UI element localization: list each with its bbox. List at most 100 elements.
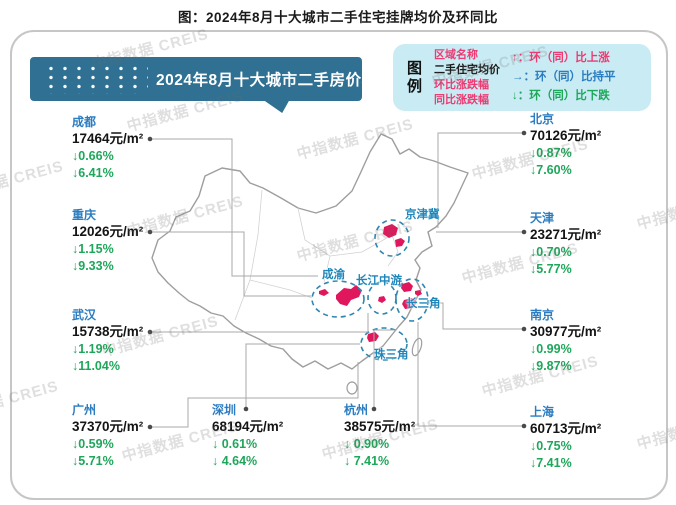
city-yoy: ↓ 4.64% <box>212 454 258 468</box>
city-name: 成都 <box>72 115 97 129</box>
legend-fields: 区域名称 二手住宅均价 环比涨跌幅 同比涨跌幅 <box>434 48 500 108</box>
legend-box: 图例 区域名称 二手住宅均价 环比涨跌幅 同比涨跌幅 ↑：环（同）比上涨 →：环… <box>393 44 651 111</box>
connector-hangzhou <box>373 329 396 409</box>
legend-field-yoy: 同比涨跌幅 <box>434 93 489 106</box>
city-name: 北京 <box>530 112 555 126</box>
connector-dots <box>147 130 527 430</box>
city-yoy: ↓7.60% <box>530 163 572 177</box>
legend-field-region-name: 区域名称 <box>434 48 478 61</box>
city-price: 60713元/m² <box>530 421 602 436</box>
city-block-chongqing: 重庆 12026元/m² ↓1.15% ↓9.33% <box>72 208 143 275</box>
city-name: 广州 <box>72 403 97 417</box>
city-yoy: ↓5.71% <box>72 454 114 468</box>
city-yoy: ↓ 7.41% <box>344 454 390 468</box>
city-yoy: ↓6.41% <box>72 166 114 180</box>
city-price: 70126元/m² <box>530 128 602 143</box>
city-price: 30977元/m² <box>530 324 602 339</box>
region-shape-jingjinji-2 <box>395 238 405 247</box>
city-price: 38575元/m² <box>344 419 416 434</box>
region-shape-changjiang <box>378 296 386 303</box>
figure-title: 图：2024年8月十大城市二手住宅挂牌均价及环同比 <box>177 10 499 25</box>
region-circles <box>311 219 429 361</box>
connector-lines <box>150 132 524 428</box>
region-circle-changjiang <box>367 281 397 315</box>
city-block-beijing: 北京 70126元/m² ↓0.87% ↓7.60% <box>530 112 601 179</box>
region-label-zhusanjiao: 珠三角 <box>374 349 409 361</box>
city-block-hangzhou: 杭州 38575元/m² ↓ 0.90% ↓ 7.41% <box>344 403 415 470</box>
city-price: 23271元/m² <box>530 227 602 242</box>
city-block-guangzhou: 广州 37370元/m² ↓0.59% ↓5.71% <box>72 403 143 470</box>
city-mom: ↓0.66% <box>72 149 114 163</box>
city-yoy: ↓9.87% <box>530 359 572 373</box>
city-block-wuhan: 武汉 15738元/m² ↓1.19% ↓11.04% <box>72 308 143 375</box>
city-mom: ↓ 0.61% <box>212 437 258 451</box>
city-name: 重庆 <box>72 208 97 222</box>
china-outline <box>151 133 469 370</box>
region-circle-jingjinji <box>374 219 410 257</box>
region-shape-changsanjiao-2 <box>402 298 417 309</box>
legend-rule-flat: →：环（同）比持平 <box>512 71 616 83</box>
city-block-nanjing: 南京 30977元/m² ↓0.99% ↓9.87% <box>530 308 601 375</box>
taiwan-island <box>411 337 423 357</box>
map-header-banner: 2024年8月十大城市二手房价格地图 <box>30 57 409 101</box>
hainan-island <box>346 381 358 395</box>
region-label-chengyu: 成渝 <box>322 269 345 281</box>
city-price: 37370元/m² <box>72 419 144 434</box>
connector-wuhan <box>150 313 369 333</box>
region-shape-zhusanjiao <box>367 332 379 342</box>
connector-guangzhou <box>150 362 359 428</box>
region-shape-chengyu-small <box>319 289 329 296</box>
region-shape-changsanjiao-1 <box>401 282 413 292</box>
city-name: 天津 <box>530 211 555 225</box>
city-block-chengdu: 成都 17464元/m² ↓0.66% ↓6.41% <box>72 115 143 182</box>
legend-field-avg-price: 二手住宅均价 <box>434 63 500 76</box>
city-mom: ↓ 0.90% <box>344 437 390 451</box>
city-yoy: ↓7.41% <box>530 456 572 470</box>
city-mom: ↓1.15% <box>72 242 114 256</box>
city-block-shanghai: 上海 60713元/m² ↓0.75% ↓7.41% <box>530 405 601 472</box>
city-mom: ↓0.75% <box>530 439 572 453</box>
city-yoy: ↓5.77% <box>530 262 572 276</box>
connector-shenzhen <box>245 343 360 409</box>
connector-chengdu <box>150 138 318 277</box>
city-yoy: ↓9.33% <box>72 259 114 273</box>
city-mom: ↓0.70% <box>530 245 572 259</box>
city-name: 深圳 <box>212 403 237 417</box>
legend-rules: ↑：环（同）比上涨 →：环（同）比持平 ↓：环（同）比下跌 <box>512 49 616 106</box>
legend-field-mom: 环比涨跌幅 <box>434 78 489 91</box>
legend-rule-up: ↑：环（同）比上涨 <box>512 52 610 64</box>
connector-shanghai <box>417 322 524 427</box>
city-block-shenzhen: 深圳 68194元/m² ↓ 0.61% ↓ 4.64% <box>212 403 283 470</box>
city-price: 68194元/m² <box>212 419 284 434</box>
city-mom: ↓1.19% <box>72 342 114 356</box>
region-label-changsanjiao: 长三角 <box>406 298 441 310</box>
city-name: 上海 <box>530 405 555 419</box>
city-price: 17464元/m² <box>72 131 144 146</box>
city-mom: ↓0.87% <box>530 146 572 160</box>
region-label-jingjinji: 京津冀 <box>405 209 440 221</box>
city-mom: ↓0.59% <box>72 437 114 451</box>
city-yoy: ↓11.04% <box>72 359 120 373</box>
city-name: 南京 <box>530 308 555 322</box>
region-shapes <box>319 224 422 342</box>
region-circle-zhusanjiao <box>360 327 408 361</box>
legend-rule-down: ↓：环（同）比下跌 <box>512 90 610 102</box>
connector-chongqing <box>150 231 311 297</box>
connector-beijing <box>437 132 524 228</box>
region-circle-chengyu <box>311 280 365 318</box>
city-name: 杭州 <box>344 403 369 417</box>
region-shape-jingjinji <box>383 224 398 238</box>
connector-nanjing <box>429 302 524 330</box>
map-header-title: 2024年8月十大城市二手房价格地图 <box>156 72 410 89</box>
dot-grid-decoration <box>44 64 148 94</box>
province-borders <box>234 189 399 321</box>
legend-title: 图例 <box>407 60 423 95</box>
city-name: 武汉 <box>72 308 97 322</box>
region-circle-changsanjiao <box>395 278 429 322</box>
region-label-changjiang: 长江中游 <box>356 275 402 287</box>
city-block-tianjin: 天津 23271元/m² ↓0.70% ↓5.77% <box>530 211 601 278</box>
city-price: 15738元/m² <box>72 324 144 339</box>
region-shape-chengyu <box>336 285 362 306</box>
